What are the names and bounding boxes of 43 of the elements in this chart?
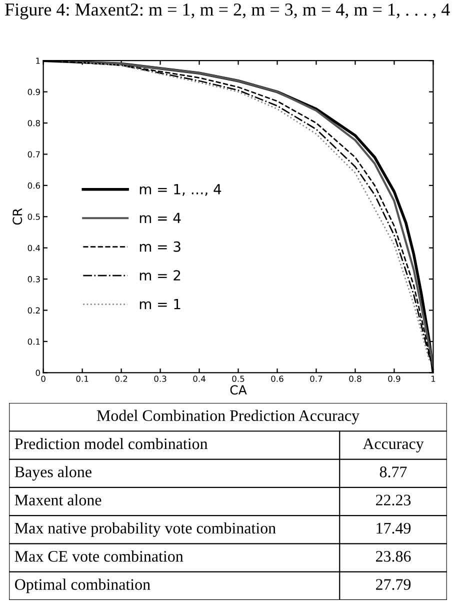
data-label: 27.79 [376,579,411,590]
y-axis-title: CR [12,208,22,225]
y-tick-label: 0.5 [28,214,40,220]
x-tick-label: 1 [431,376,436,382]
y-tick-label: 0.3 [28,276,40,282]
x-tick-label: 0.1 [76,376,88,382]
y-tick-label: 0.9 [28,88,40,96]
y-tick-label: 0 [36,370,40,376]
legend-label: m = 2 [140,270,180,280]
category-label: Max CE vote combination [14,550,184,562]
text: Accuracy [362,438,424,452]
data-label: 22.23 [376,494,411,506]
y-tick-label: 0.1 [28,338,40,345]
category-label: Optimal combination [15,578,150,594]
text: Model Combination Prediction Accuracy [96,410,360,424]
data-label: 17.49 [376,522,411,534]
x-axis-title: CA [230,385,247,395]
category-label: Maxent alone [14,494,102,506]
legend-label: m = 1, …, 4 [140,184,222,196]
x-tick-label: 0.9 [388,376,400,382]
x-tick-label: 0.3 [154,376,166,382]
data-label: 23.86 [376,550,411,562]
category-label: Max native probability vote combination [14,522,276,537]
y-tick-label: 0.2 [28,307,40,314]
x-tick-label: 0.6 [271,376,284,382]
y-tick-label: 0.8 [28,120,40,126]
x-tick-label: 0.4 [193,376,206,382]
category-label: Bayes alone [14,466,92,481]
y-tick-label: 0.7 [28,151,40,158]
y-tick-label: 0.6 [28,182,40,189]
chart-title: Figure 4: Maxent2: m = 1, m = 2, m = 3, m = 4, m = 1, . . . , 4 [5,4,450,20]
legend-label: m = 3 [140,241,180,252]
y-tick-label: 1 [36,58,40,64]
x-tick-label: 0.2 [115,376,128,382]
y-tick-label: 0.4 [28,244,40,252]
x-tick-label: 0.5 [232,376,244,382]
x-tick-label: 0 [41,376,46,382]
data-label: 8.77 [380,466,407,478]
legend-label: m = 4 [140,212,181,223]
x-tick-label: 0.8 [349,376,362,382]
x-tick-label: 0.7 [310,376,322,382]
text: Prediction model combination [14,438,208,450]
legend-label: m = 1 [140,299,180,310]
